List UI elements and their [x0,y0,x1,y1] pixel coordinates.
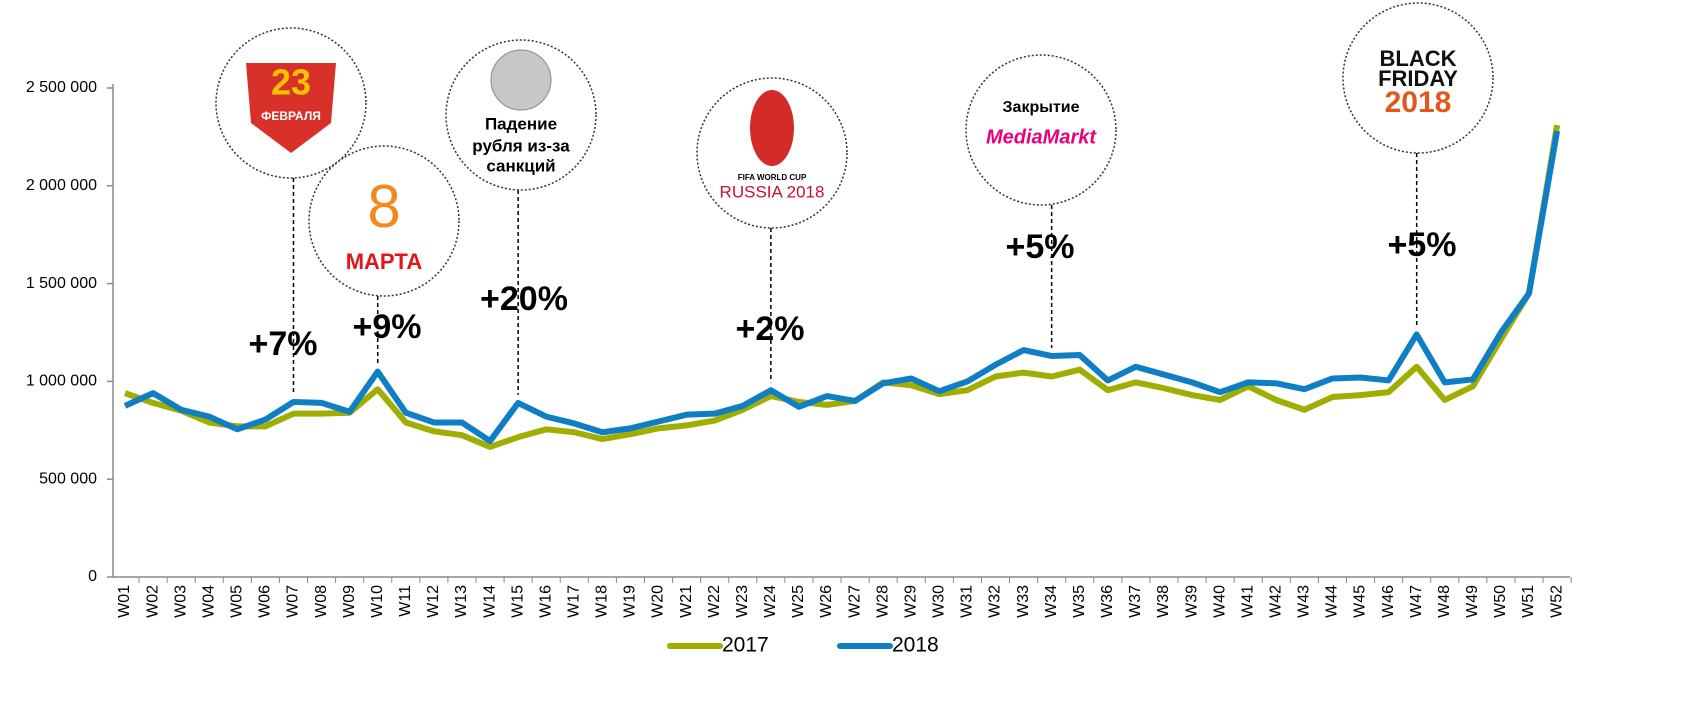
x-tick-label: W12 [425,585,442,618]
x-tick-label: W13 [453,585,470,618]
x-tick-label: W40 [1211,585,1228,618]
x-tick-label: W51 [1520,585,1537,618]
x-tick-label: W52 [1548,585,1565,618]
x-tick-label: W22 [706,585,723,618]
x-tick-label: W03 [172,585,189,618]
x-tick-label: W06 [257,585,274,618]
x-tick-label: W44 [1324,585,1341,618]
y-tick-label: 1 000 000 [26,373,97,390]
x-tick-label: W01 [116,585,133,618]
x-tick-label: W39 [1183,585,1200,618]
x-tick-label: W11 [397,585,414,617]
icon [246,63,336,153]
annotation-caption: MediaMarkt [986,126,1097,148]
annotation-label: +20% [480,280,568,318]
x-tick-label: W34 [1043,585,1060,618]
annotation-circle [445,39,597,191]
x-tick-label: W29 [902,585,919,618]
icon [750,90,794,166]
annotation-circle [965,54,1117,206]
x-tick-label: W02 [144,585,161,618]
annotation-label: +9% [353,308,422,346]
annotation-circle [1342,2,1494,154]
series-line [124,124,1561,450]
x-tick-label: W24 [762,585,779,618]
x-tick-label: W05 [229,585,246,618]
annotation: 23 ФЕВРАЛЯ +7% [215,27,367,394]
x-tick-label: W43 [1296,585,1313,618]
y-tick-label: 2 000 000 [26,177,97,194]
y-tick-label: 0 [88,568,97,585]
annotation-caption: МАРТА [346,249,423,274]
x-tick-label: W32 [987,585,1004,618]
legend-label: 2018 [892,634,939,657]
x-tick-label: W04 [200,585,217,618]
x-tick-label: W49 [1464,585,1481,618]
x-tick-label: W14 [481,585,498,618]
y-tick-label: 1 500 000 [26,275,97,292]
x-tick-label: W10 [369,585,386,618]
annotation-caption: ФЕВРАЛЯ [261,109,321,123]
annotation-caption: санкций [486,156,555,175]
annotation: 8 МАРТА +9% [308,145,460,364]
x-tick-label: W31 [959,585,976,618]
y-tick-label: 500 000 [39,470,97,487]
x-tick-label: W28 [874,585,891,618]
x-tick-label: W26 [818,585,835,618]
x-tick-label: W27 [846,585,863,618]
x-tick-label: W38 [1155,585,1172,618]
annotation-caption: 8 [367,173,400,240]
x-tick-label: W41 [1239,585,1256,618]
x-tick-label: W33 [1015,585,1032,618]
annotation-circle [308,145,460,297]
x-tick-label: W09 [341,585,358,618]
x-tick-label: W08 [313,585,330,618]
annotation-caption: 2018 [1385,86,1452,119]
x-tick-label: W36 [1099,585,1116,618]
x-tick-label: W16 [537,585,554,618]
annotation-label: +2% [736,310,805,348]
x-tick-label: W19 [622,585,639,618]
icon [490,49,552,111]
x-tick-label: W07 [285,585,302,618]
x-tick-label: W23 [734,585,751,618]
annotation-caption: рубля из-за [472,136,570,155]
annotation-caption: FIFA WORLD CUP [738,173,807,182]
x-tick-label: W46 [1380,585,1397,618]
x-tick-label: W50 [1492,585,1509,618]
series-line [123,130,1561,445]
x-tick-label: W17 [565,585,582,618]
annotation-caption: Падение [485,114,557,133]
x-tick-label: W35 [1071,585,1088,618]
annotation: Закрытие MediaMarkt +5% [965,54,1117,348]
x-tick-label: W18 [594,585,611,618]
x-tick-label: W30 [931,585,948,618]
x-tick-label: W48 [1436,585,1453,618]
x-tick-label: W25 [790,585,807,618]
x-tick-label: W45 [1352,585,1369,618]
x-tick-label: W20 [650,585,667,618]
x-tick-label: W42 [1267,585,1284,618]
annotation-caption: Закрытие [1003,99,1080,116]
legend-label: 2017 [722,634,769,657]
x-tick-label: W37 [1127,585,1144,618]
annotation-caption: RUSSIA 2018 [720,182,825,201]
y-tick-label: 2 500 000 [26,79,97,96]
annotation-label: +5% [1388,226,1457,264]
x-tick-label: W15 [509,585,526,618]
annotation-label: +5% [1006,228,1075,266]
annotation-caption: 23 [271,62,311,103]
x-tick-label: W47 [1408,585,1425,618]
annotation-caption: FRIDAY [1378,66,1458,91]
annotation-caption: BLACK [1380,46,1457,71]
x-tick-label: W21 [678,585,695,618]
annotation-label: +7% [249,325,318,363]
